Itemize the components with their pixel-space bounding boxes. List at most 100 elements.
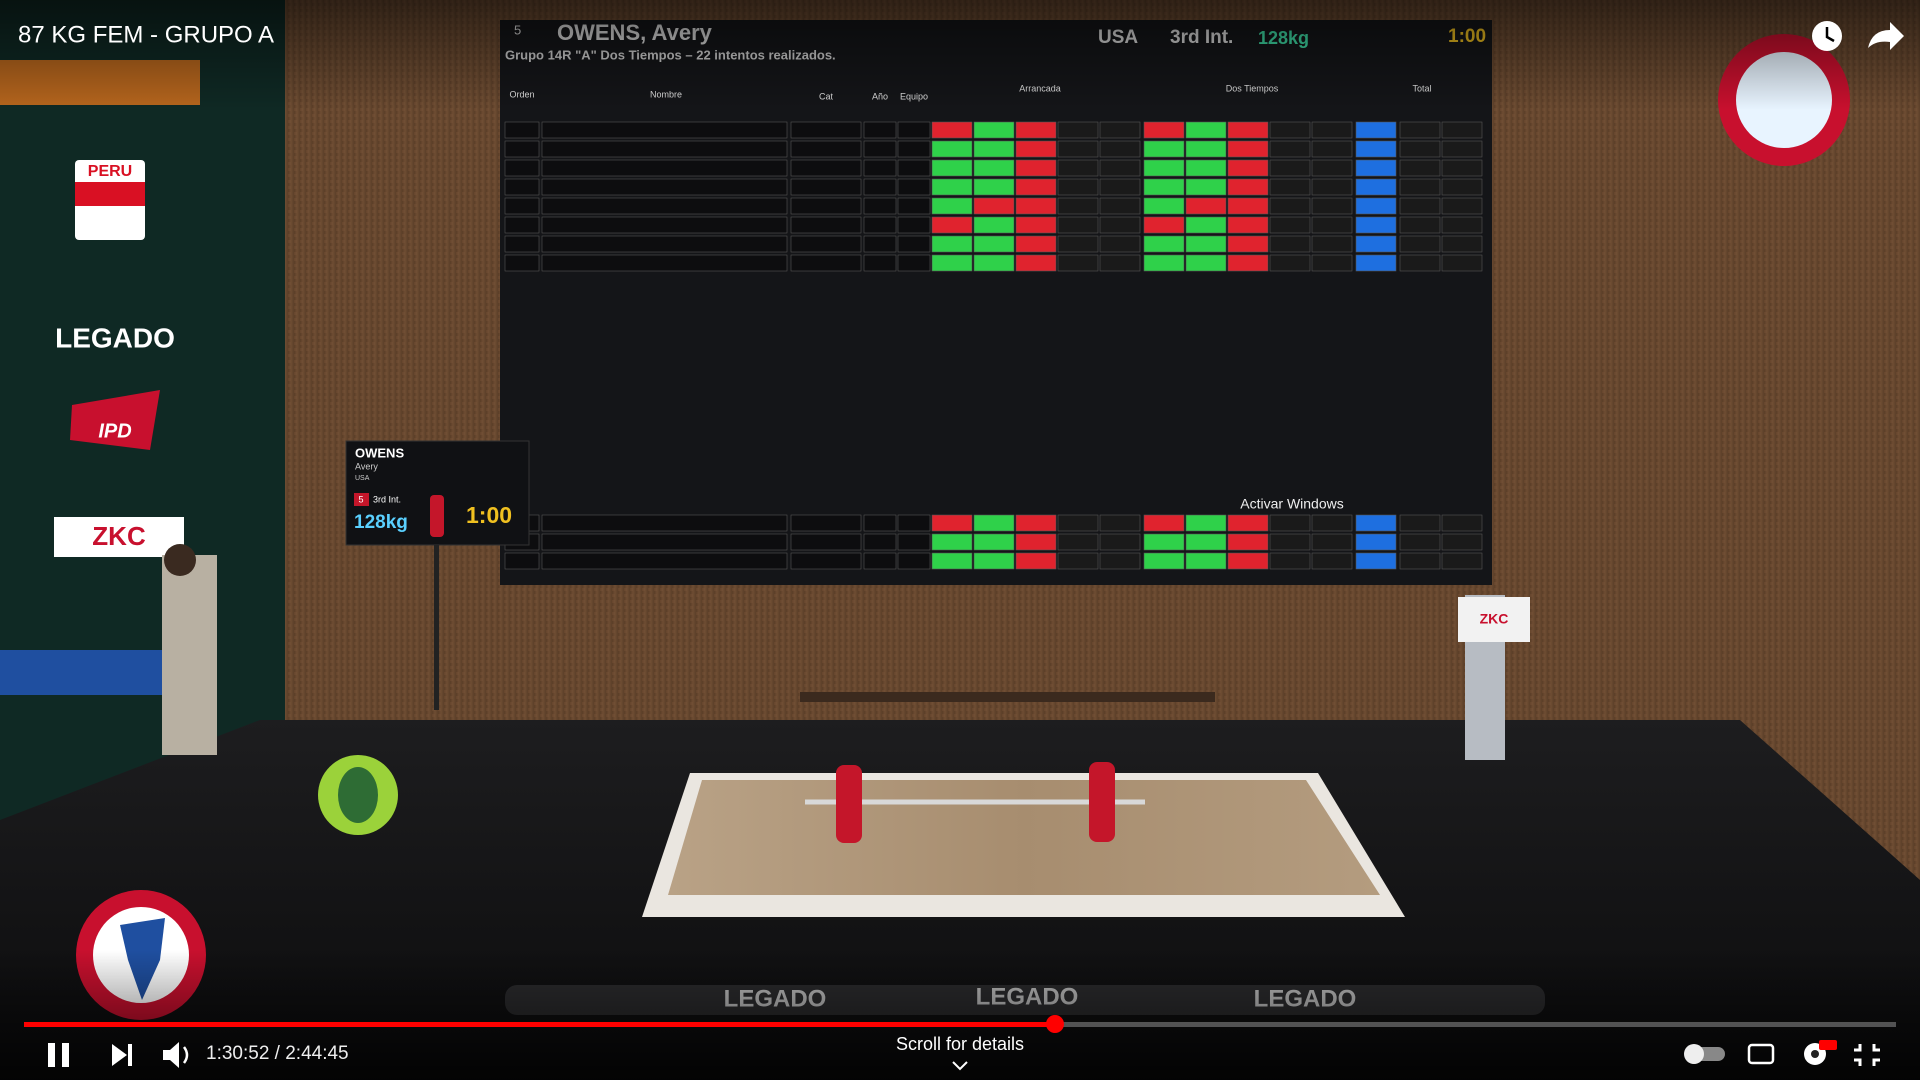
table-cell xyxy=(1441,254,1483,272)
table-cell xyxy=(897,216,931,234)
table-cell xyxy=(1099,514,1141,532)
table-cell xyxy=(1441,216,1483,234)
stage-rail xyxy=(800,692,1215,702)
table-cell xyxy=(1355,533,1397,551)
table-cell xyxy=(504,235,540,253)
table-cell xyxy=(1099,140,1141,158)
table-cell xyxy=(504,552,540,570)
table-cell xyxy=(504,121,540,139)
captions-button[interactable] xyxy=(1747,1043,1775,1065)
table-cell xyxy=(1399,533,1441,551)
table-cell xyxy=(1311,159,1353,177)
table-cell xyxy=(1227,235,1269,253)
top-shade xyxy=(0,0,1920,110)
next-button[interactable] xyxy=(112,1044,132,1066)
table-cell xyxy=(1099,197,1141,215)
table-cell xyxy=(1441,533,1483,551)
table-cell xyxy=(1185,140,1227,158)
progress-scrubber[interactable] xyxy=(1046,1015,1064,1033)
table-cell xyxy=(1311,178,1353,196)
table-cell xyxy=(973,140,1015,158)
table-cell xyxy=(1227,197,1269,215)
table-cell xyxy=(541,178,788,196)
table-cell xyxy=(504,197,540,215)
table-cell xyxy=(1227,178,1269,196)
table-cell xyxy=(1099,533,1141,551)
table-cell xyxy=(1355,514,1397,532)
scoreboard-screen xyxy=(500,20,1492,585)
watch-later-button[interactable] xyxy=(1812,21,1842,51)
table-cell xyxy=(1227,159,1269,177)
lot-badge xyxy=(354,493,369,506)
table-cell xyxy=(1143,533,1185,551)
table-cell xyxy=(1143,140,1185,158)
table-cell xyxy=(1227,254,1269,272)
progress-played xyxy=(24,1022,1055,1027)
table-cell xyxy=(931,216,973,234)
table-cell xyxy=(897,159,931,177)
time-display: 1:30:52 / 2:44:45 xyxy=(206,1043,349,1064)
table-cell xyxy=(863,514,897,532)
table-cell xyxy=(1399,159,1441,177)
table-cell xyxy=(790,121,862,139)
table-cell xyxy=(897,178,931,196)
table-cell xyxy=(931,140,973,158)
table-cell xyxy=(863,254,897,272)
table-cell xyxy=(931,178,973,196)
plate-stack xyxy=(338,767,378,823)
peru-flag xyxy=(75,182,145,206)
table-cell xyxy=(1441,121,1483,139)
table-cell xyxy=(790,140,862,158)
table-cell xyxy=(1015,216,1057,234)
table-cell xyxy=(1057,159,1099,177)
table-cell xyxy=(1311,254,1353,272)
volume-button[interactable] xyxy=(163,1042,189,1068)
table-cell xyxy=(1311,552,1353,570)
settings-button[interactable] xyxy=(1804,1040,1837,1065)
table-cell xyxy=(1143,178,1185,196)
table-cell xyxy=(1185,178,1227,196)
table-cell xyxy=(1057,121,1099,139)
table-cell xyxy=(790,178,862,196)
table-cell xyxy=(931,514,973,532)
table-cell xyxy=(1057,197,1099,215)
table-cell xyxy=(1311,197,1353,215)
table-cell xyxy=(1269,140,1311,158)
table-cell xyxy=(1057,178,1099,196)
table-cell xyxy=(1441,552,1483,570)
table-cell xyxy=(1099,216,1141,234)
table-cell xyxy=(1355,235,1397,253)
table-cell xyxy=(1399,254,1441,272)
table-cell xyxy=(1355,552,1397,570)
table-cell xyxy=(1355,197,1397,215)
table-cell xyxy=(931,235,973,253)
table-cell xyxy=(973,121,1015,139)
scroll-hint[interactable]: Scroll for details xyxy=(896,1034,1024,1054)
table-cell xyxy=(790,254,862,272)
table-cell xyxy=(1099,159,1141,177)
table-cell xyxy=(1143,197,1185,215)
share-button[interactable] xyxy=(1868,22,1904,50)
table-cell xyxy=(1355,121,1397,139)
table-cell xyxy=(897,197,931,215)
table-cell xyxy=(863,216,897,234)
table-cell xyxy=(1227,533,1269,551)
side-attempt: 3rd Int. xyxy=(373,494,401,504)
exit-fullscreen-button[interactable] xyxy=(1854,1044,1880,1066)
scoreboard: 5 OWENS, Avery Grupo 14R "A" Dos Tiempos… xyxy=(500,20,1492,585)
table-cell xyxy=(1143,552,1185,570)
table-cell xyxy=(863,121,897,139)
table-cell xyxy=(504,178,540,196)
table-cell xyxy=(1269,121,1311,139)
table-cell xyxy=(790,197,862,215)
table-cell xyxy=(897,140,931,158)
table-cell xyxy=(1015,235,1057,253)
pause-button[interactable] xyxy=(48,1043,69,1067)
table-cell xyxy=(1015,140,1057,158)
table-cell xyxy=(1057,552,1099,570)
autoplay-toggle[interactable] xyxy=(1684,1044,1725,1064)
table-cell xyxy=(863,178,897,196)
table-cell xyxy=(1057,533,1099,551)
plate xyxy=(836,765,862,843)
